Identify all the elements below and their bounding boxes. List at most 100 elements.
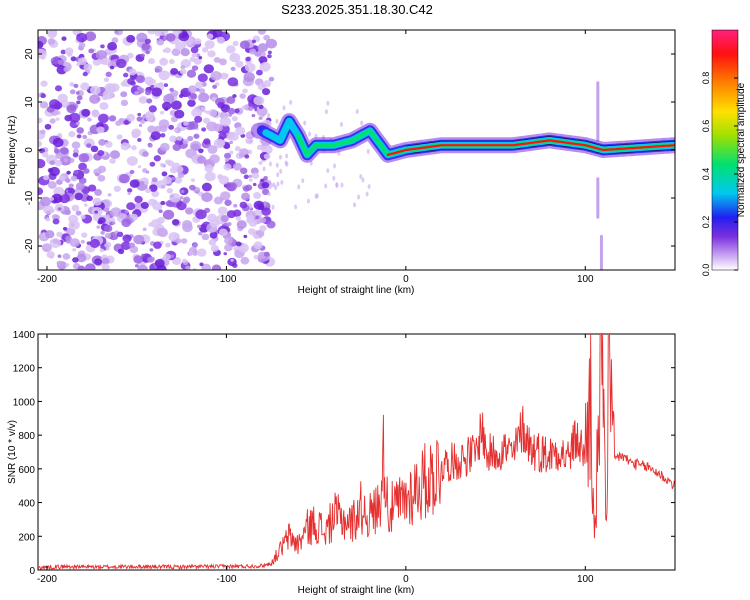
spectrogram-noise-blob xyxy=(326,168,330,174)
spectrogram-noise-blob xyxy=(201,47,209,53)
spectrogram-noise-blob xyxy=(86,195,93,202)
spectrogram-noise-blob xyxy=(38,48,47,59)
spectrogram-noise-blob xyxy=(61,36,67,41)
spectrogram-noise-blob xyxy=(267,191,271,197)
spectrogram-noise-blob xyxy=(142,227,147,232)
spectrogram-noise-blob xyxy=(253,241,263,250)
spectrogram-noise-blob xyxy=(220,197,224,202)
spectrogram-noise-blob xyxy=(158,70,170,81)
spectrogram-noise-blob xyxy=(80,239,85,244)
spectrogram-noise-blob xyxy=(243,72,255,83)
snr-panel: -200 -100 0 100 0 200 400 600 800 1000 1200 1400 H… xyxy=(7,330,676,596)
snr-x-tick-label: 0 xyxy=(403,574,409,585)
spectrogram-noise-blob xyxy=(185,265,191,270)
spectrogram-noise-blob xyxy=(121,218,132,228)
spectrogram-noise-blob xyxy=(179,68,187,75)
spectrogram-noise-blob xyxy=(223,143,231,150)
spectrogram-noise-blob xyxy=(143,180,149,186)
spectrogram-noise-blob xyxy=(158,119,170,129)
spectrogram-noise-blob xyxy=(107,193,112,197)
spectrogram-noise-blob xyxy=(131,145,137,151)
spectrogram-noise-blob xyxy=(120,99,129,107)
spectrogram-noise-blob xyxy=(265,38,278,49)
spectrogram-noise-blob xyxy=(232,162,242,171)
spectrogram-noise-blob xyxy=(241,105,246,110)
spectrogram-noise-blob xyxy=(104,140,113,148)
spectrogram-noise-blob xyxy=(244,62,256,73)
spectrogram-noise-blob xyxy=(148,78,157,85)
colorbar-ticks: 0.0 0.2 0.4 0.6 0.8 xyxy=(701,72,738,276)
spectrogram-noise-blob xyxy=(78,57,88,66)
spectrogram-noise-blob xyxy=(73,148,80,154)
spectrogram-noise-blob xyxy=(169,87,174,92)
spectrogram-noise-blob xyxy=(156,227,168,237)
spectrogram-noise-blob xyxy=(169,166,178,174)
spectrogram-noise-blob xyxy=(149,184,158,192)
spectrogram-noise-blob xyxy=(243,174,249,180)
spectrogram-noise-blob xyxy=(201,127,207,132)
spectrogram-noise-blob xyxy=(76,100,81,105)
spectrogram-noise-blob xyxy=(258,161,263,165)
spectrogram-noise-blob xyxy=(76,32,88,43)
spectrogram-noise-blob xyxy=(240,256,250,265)
spectrogram-noise-blob xyxy=(103,224,113,233)
spectrogram-noise-blob xyxy=(188,85,198,94)
spectrogram-noise-blob xyxy=(50,56,60,65)
spectrogram-noise-blob xyxy=(38,158,46,169)
spectrogram-noise-blob xyxy=(40,93,46,99)
spectrogram-noise-blob xyxy=(326,100,330,106)
spectrogram-noise-blob xyxy=(204,164,214,173)
spectrogram-noise-blob xyxy=(213,138,225,149)
spectrogram-noise-blob xyxy=(162,176,172,184)
spectrogram-noise-blob xyxy=(103,77,110,82)
spectrogram-noise-blob xyxy=(133,234,145,245)
spectrogram-noise-blob xyxy=(38,148,46,154)
spectrogram-noise-blob xyxy=(47,168,54,173)
spectrogram-noise-blob xyxy=(186,69,197,78)
spectrogram-noise-blob xyxy=(82,71,88,77)
spectrogram-noise-blob xyxy=(169,192,181,203)
spectrogram-noise-blob xyxy=(54,159,63,167)
spectrogram-noise-blob xyxy=(98,217,106,224)
spectrogram-noise-blob xyxy=(220,214,229,223)
spectrogram-noise-blob xyxy=(70,175,78,182)
spectrogram-noise-blob xyxy=(65,178,71,183)
spectrogram-noise-blob xyxy=(235,126,246,136)
spectrogram-noise-blob xyxy=(69,104,77,111)
spectrogram-noise-blob xyxy=(128,242,135,248)
spectrogram-noise-blob xyxy=(213,56,221,63)
spectrogram-noise-blob xyxy=(239,40,250,50)
spectrogram-noise-blob xyxy=(235,60,244,68)
spectrogram-noise-blob xyxy=(247,228,256,235)
spectrogram-noise-blob xyxy=(195,81,204,89)
spectrogram-noise-blob xyxy=(148,58,156,65)
spectrogram-noise-blob xyxy=(194,38,202,45)
spectrogram-noise-blob xyxy=(57,207,62,211)
spectrogram-noise-blob xyxy=(74,192,84,201)
spectrogram-noise-blob xyxy=(78,42,86,49)
spectrogram-noise-blob xyxy=(149,248,154,252)
spectrogram-noise-blob xyxy=(38,187,44,196)
spectrogram-noise-blob xyxy=(271,204,275,210)
spectrogram-noise-blob xyxy=(243,234,248,239)
spectrogram-noise-blob xyxy=(263,153,271,160)
spectrogram-noise-blob xyxy=(276,172,280,178)
spectrogram-noise-blob xyxy=(198,231,203,236)
spectrogram-noise-blob xyxy=(187,135,194,142)
spectrogram-noise-blob xyxy=(207,50,216,58)
spectrogram-noise-blob xyxy=(209,154,220,164)
spectrogram-noise-blob xyxy=(301,178,305,184)
spectrogram-noise-blob xyxy=(89,238,101,248)
spectrogram-noise-blob xyxy=(218,228,228,237)
spectrogram-noise-blob xyxy=(194,115,203,123)
spectrogram-noise-blob xyxy=(199,262,204,267)
spectrogram-noise-blob xyxy=(53,148,60,154)
spectrogram-noise-blob xyxy=(168,124,175,130)
spectrogram-noise-blob xyxy=(64,209,71,216)
spectrogram-noise-blob xyxy=(142,151,149,157)
spectrogram-noise-blob xyxy=(267,54,272,59)
spectrogram-noise-blob xyxy=(154,65,163,73)
spectrogram-noise-blob xyxy=(71,141,81,149)
spectrogram-noise-blob xyxy=(259,217,267,224)
